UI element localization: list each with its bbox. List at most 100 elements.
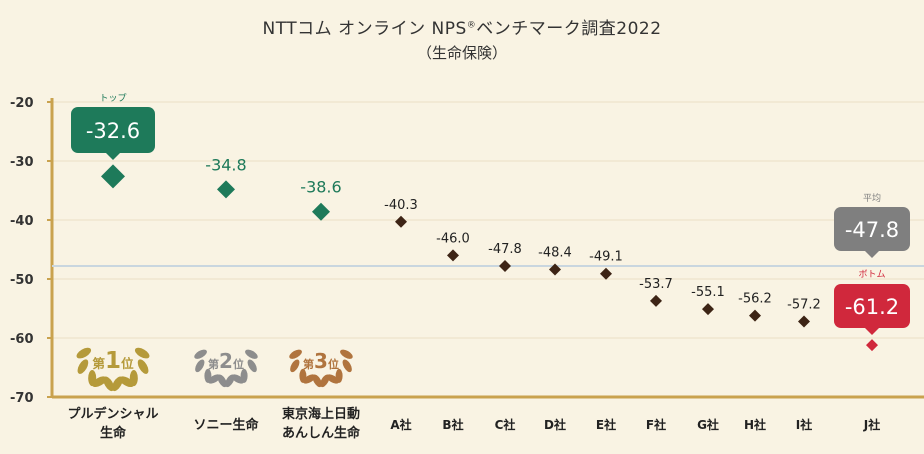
- laurel-leaf: [247, 359, 257, 373]
- laurel-leaf: [290, 359, 300, 373]
- rank-badge: 第2位: [208, 349, 244, 373]
- laurel-leaf: [129, 370, 138, 387]
- y-tick-label: -20: [10, 96, 34, 111]
- data-point: [798, 315, 810, 328]
- data-point: [447, 249, 459, 262]
- rank-badge-text: 1: [105, 348, 121, 374]
- laurel-leaf: [194, 349, 207, 359]
- data-point: [312, 202, 330, 221]
- x-category-label: 東京海上日動: [282, 406, 360, 422]
- y-tick-label: -50: [10, 273, 34, 288]
- data-label: -57.2: [787, 297, 821, 312]
- rank-badge-text: 2: [219, 349, 233, 373]
- x-category-label: B社: [442, 417, 463, 432]
- laurel-leaf: [207, 374, 221, 384]
- registered-mark: ®: [466, 20, 477, 31]
- data-label: -46.0: [436, 231, 470, 246]
- data-point: [866, 339, 878, 352]
- bottom-callout-value: -61.2: [845, 295, 899, 319]
- average-callout-box: [834, 207, 910, 251]
- data-point: [549, 263, 561, 276]
- laurel-leaf: [111, 376, 123, 392]
- y-tick-label: -70: [10, 391, 34, 406]
- data-point: [749, 309, 761, 322]
- average-callout-label: 平均: [863, 192, 881, 204]
- bottom-callout-label: ボトム: [858, 269, 885, 280]
- title-text: NTTコム オンライン NPS: [262, 19, 467, 39]
- data-point: [217, 180, 235, 199]
- laurel-leaf: [326, 374, 340, 384]
- x-category-label: H社: [744, 417, 766, 432]
- data-point: [600, 267, 612, 280]
- data-label: -53.7: [639, 277, 673, 292]
- rank-badge: 第3位: [303, 349, 339, 373]
- data-point: [101, 164, 125, 189]
- laurel-leaf: [245, 349, 258, 359]
- x-category-label: G社: [697, 417, 719, 432]
- data-point: [650, 294, 662, 307]
- x-category-label: 生命: [100, 425, 127, 441]
- rank-badge-text: 位: [121, 356, 134, 371]
- laurel-leaf: [340, 349, 353, 359]
- data-label: -40.3: [384, 198, 418, 213]
- data-label: -55.1: [691, 285, 725, 300]
- data-label: -38.6: [300, 178, 341, 197]
- laurel-leaf: [119, 376, 134, 388]
- average-callout-pointer: [865, 251, 879, 258]
- x-category-label: I社: [796, 417, 812, 432]
- laurel-leaf: [134, 347, 150, 359]
- data-label: -49.1: [589, 250, 623, 265]
- laurel-leaf: [320, 374, 330, 388]
- top-callout-pointer: [106, 153, 120, 160]
- laurel-leaf: [76, 347, 92, 359]
- laurel-leaf: [240, 368, 248, 383]
- rank-badge-text: 第: [208, 357, 219, 371]
- rank-badge: 第1位: [92, 348, 134, 374]
- y-tick-label: -30: [10, 155, 34, 170]
- rank-badge-text: 位: [328, 357, 339, 371]
- top-callout-label: トップ: [99, 93, 126, 104]
- x-category-label: プルデンシャル: [67, 406, 158, 422]
- data-label: -34.8: [205, 155, 246, 174]
- top-callout-box: [71, 107, 155, 153]
- laurel-leaf: [92, 376, 107, 388]
- x-category-label: D社: [544, 417, 566, 432]
- data-label: -48.4: [538, 246, 572, 261]
- rank-badge-text: 第: [92, 356, 105, 371]
- rank-badge-text: 第: [303, 357, 314, 371]
- x-category-label: F社: [646, 417, 666, 432]
- x-category-label: あんしん生命: [282, 425, 361, 441]
- laurel-leaf: [302, 374, 316, 384]
- laurel-leaf: [342, 359, 352, 373]
- y-tick-label: -40: [10, 214, 34, 229]
- laurel-leaf: [289, 349, 302, 359]
- x-category-label: A社: [390, 417, 411, 432]
- rank-badge-text: 位: [233, 357, 244, 371]
- x-category-label: E社: [596, 417, 616, 432]
- rank-badge-text: 3: [314, 349, 328, 373]
- data-point: [395, 215, 407, 228]
- laurel-leaf: [137, 359, 149, 374]
- data-point: [499, 260, 511, 273]
- data-label: -47.8: [488, 242, 522, 257]
- laurel-leaf: [225, 374, 235, 388]
- x-category-label: C社: [495, 417, 516, 432]
- data-point: [702, 303, 714, 316]
- x-category-label: J社: [863, 417, 880, 432]
- y-tick-label: -60: [10, 332, 34, 347]
- chart-title: NTTコム オンライン NPS®ベンチマーク調査2022: [0, 14, 924, 39]
- laurel-leaf: [77, 359, 89, 374]
- top-callout-value: -32.6: [86, 119, 140, 143]
- x-category-label: ソニー生命: [193, 417, 259, 433]
- bottom-callout-pointer: [865, 328, 879, 335]
- title-text-suffix: ベンチマーク調査2022: [476, 19, 662, 39]
- laurel-leaf: [195, 359, 205, 373]
- bottom-callout-box: [834, 284, 910, 328]
- chart-subtitle: （生命保険）: [416, 44, 507, 62]
- data-label: -56.2: [738, 292, 772, 307]
- laurel-leaf: [231, 374, 245, 384]
- average-callout-value: -47.8: [845, 218, 899, 242]
- laurel-leaf: [335, 368, 343, 383]
